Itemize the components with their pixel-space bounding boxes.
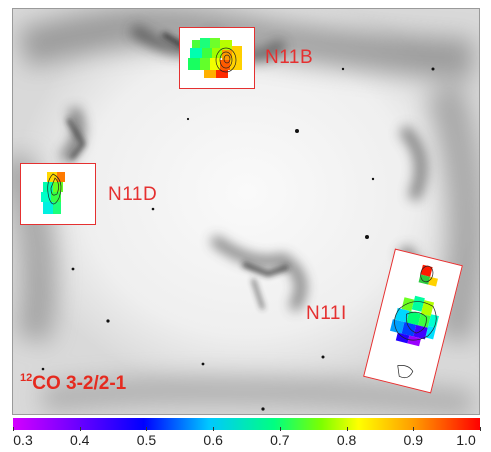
n11i-label: N11I (306, 303, 347, 324)
colorbar-tick-mark (346, 427, 348, 431)
colorbar-tick-label: 0.5 (136, 432, 157, 448)
n11i-map-inset (363, 248, 463, 394)
isotope-superscript: 12 (20, 372, 33, 384)
colorbar-tick-mark (480, 427, 481, 431)
colorbar-tick-mark (79, 427, 81, 431)
colorbar-tick-label: 0.9 (403, 432, 424, 448)
colorbar-tick-mark (413, 427, 415, 431)
nebula-image (12, 8, 480, 415)
colorbar-tick-mark (146, 427, 148, 431)
colorbar-tick-label: 0.6 (203, 432, 223, 448)
colorbar-tick-label: 0.7 (270, 432, 290, 448)
n11d-map-inset (20, 163, 96, 225)
ratio-caption: 12CO 3-2/2-1 (20, 372, 126, 395)
colorbar-tick-label: 0.4 (69, 432, 90, 448)
colorbar-tick-label: 0.8 (336, 432, 357, 448)
n11d-label: N11D (108, 184, 158, 205)
n11b-label: N11B (265, 47, 314, 68)
ratio-caption-text: CO 3-2/2-1 (32, 373, 127, 394)
colorbar-tick-mark (279, 427, 281, 431)
n11b-map-inset (179, 27, 255, 89)
colorbar-tick-label: 1.0 (456, 432, 476, 448)
colorbar-tick-mark (213, 427, 215, 431)
colorbar-tick-label: 0.3 (13, 432, 33, 448)
colorbar-ticks: 0.3 0.4 0.5 0.6 0.7 0.8 0.9 1.0 (13, 427, 481, 450)
colorbar (13, 418, 480, 430)
colorbar-tick-mark (13, 427, 14, 431)
